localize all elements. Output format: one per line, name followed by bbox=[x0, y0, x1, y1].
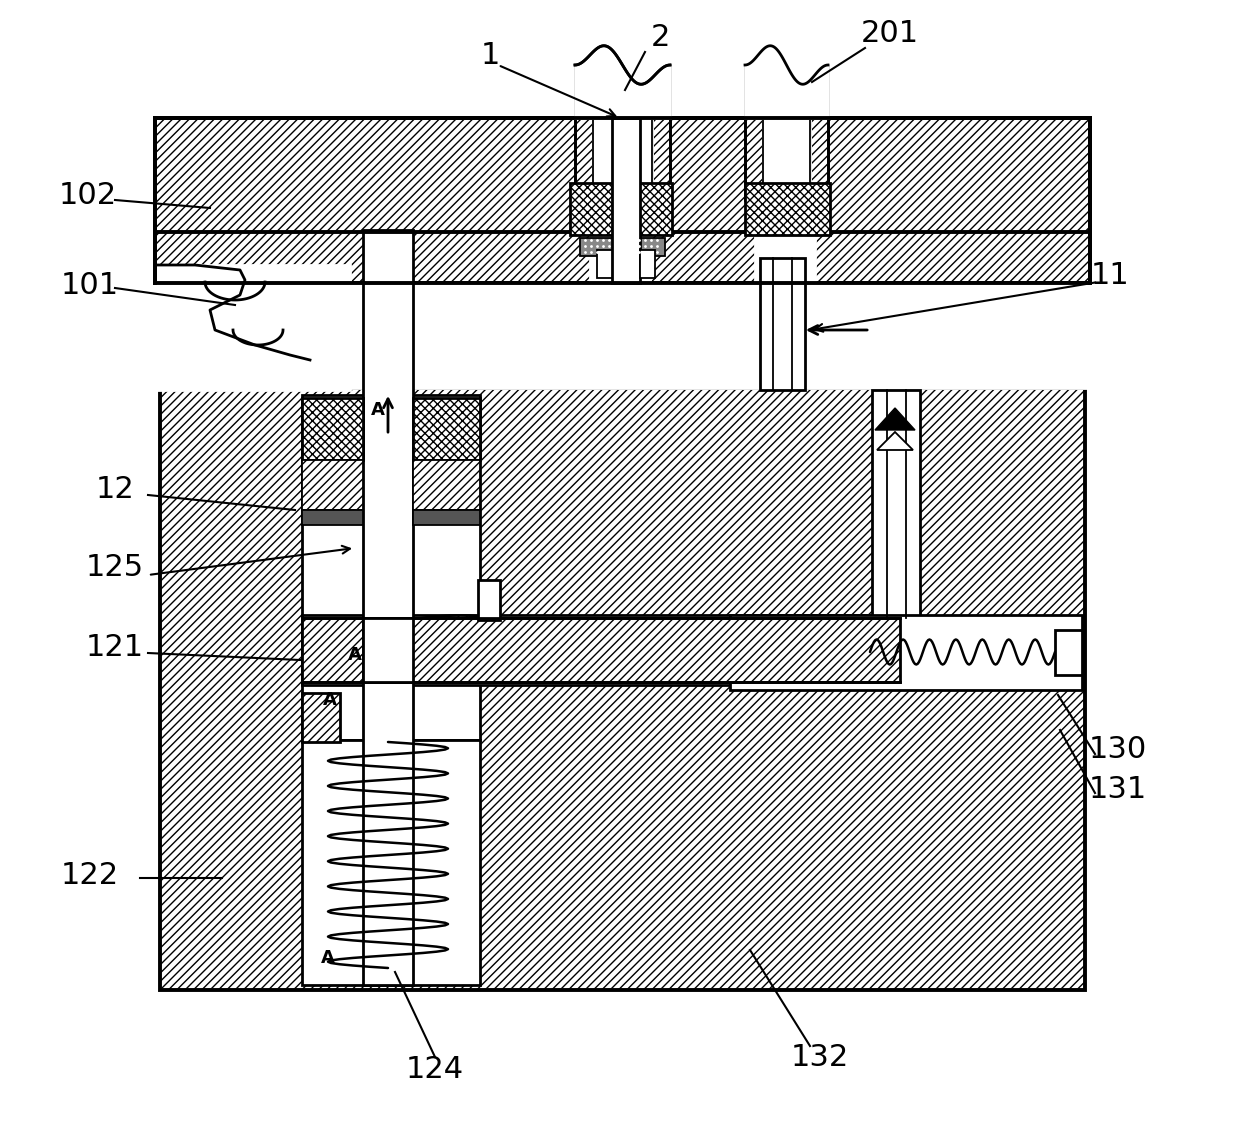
Polygon shape bbox=[593, 65, 652, 200]
Text: 12: 12 bbox=[95, 475, 134, 504]
Bar bbox=[613, 118, 640, 283]
Polygon shape bbox=[877, 432, 913, 450]
Polygon shape bbox=[303, 740, 480, 985]
Bar bbox=[303, 459, 363, 510]
Polygon shape bbox=[590, 118, 650, 283]
Polygon shape bbox=[652, 65, 670, 200]
Text: A: A bbox=[348, 646, 362, 664]
Polygon shape bbox=[303, 615, 900, 685]
Bar bbox=[640, 250, 655, 278]
Text: 102: 102 bbox=[60, 181, 117, 209]
Text: 2: 2 bbox=[650, 24, 670, 53]
Text: 11: 11 bbox=[1091, 261, 1130, 289]
Bar bbox=[570, 183, 672, 235]
Bar bbox=[745, 183, 830, 235]
Polygon shape bbox=[745, 59, 828, 118]
Polygon shape bbox=[810, 65, 828, 200]
Bar bbox=[303, 398, 363, 459]
Ellipse shape bbox=[360, 615, 560, 680]
Polygon shape bbox=[755, 118, 815, 283]
Bar bbox=[363, 230, 413, 985]
Polygon shape bbox=[875, 408, 915, 430]
Polygon shape bbox=[745, 65, 763, 200]
Text: 201: 201 bbox=[861, 18, 919, 48]
Polygon shape bbox=[160, 387, 1085, 990]
Polygon shape bbox=[303, 395, 480, 740]
Bar bbox=[596, 250, 613, 278]
Bar bbox=[477, 580, 500, 620]
Polygon shape bbox=[303, 620, 363, 680]
Polygon shape bbox=[155, 283, 1090, 387]
Bar bbox=[413, 510, 480, 525]
Polygon shape bbox=[303, 618, 363, 682]
Bar bbox=[413, 398, 480, 459]
Text: 101: 101 bbox=[61, 271, 119, 299]
Polygon shape bbox=[763, 65, 810, 200]
Polygon shape bbox=[460, 618, 730, 682]
Text: A: A bbox=[321, 949, 335, 967]
Bar bbox=[872, 390, 920, 618]
Text: 124: 124 bbox=[405, 1055, 464, 1085]
Text: A: A bbox=[324, 692, 337, 709]
Text: 122: 122 bbox=[61, 861, 119, 889]
Bar bbox=[760, 258, 805, 390]
Polygon shape bbox=[155, 118, 1090, 283]
Text: 130: 130 bbox=[1089, 735, 1147, 765]
Polygon shape bbox=[363, 618, 413, 682]
Bar bbox=[1055, 630, 1083, 676]
Bar bbox=[580, 238, 665, 256]
Polygon shape bbox=[155, 265, 350, 390]
Polygon shape bbox=[730, 615, 1083, 690]
Text: 1: 1 bbox=[480, 40, 500, 70]
Polygon shape bbox=[363, 618, 900, 682]
Text: 121: 121 bbox=[86, 633, 144, 663]
Polygon shape bbox=[575, 65, 593, 200]
Text: 131: 131 bbox=[1089, 775, 1147, 805]
Text: A: A bbox=[371, 401, 384, 419]
Polygon shape bbox=[303, 693, 340, 742]
Text: 125: 125 bbox=[86, 553, 144, 583]
Bar bbox=[303, 510, 363, 525]
Polygon shape bbox=[575, 59, 670, 118]
Text: 132: 132 bbox=[791, 1044, 849, 1072]
Bar bbox=[413, 459, 480, 510]
